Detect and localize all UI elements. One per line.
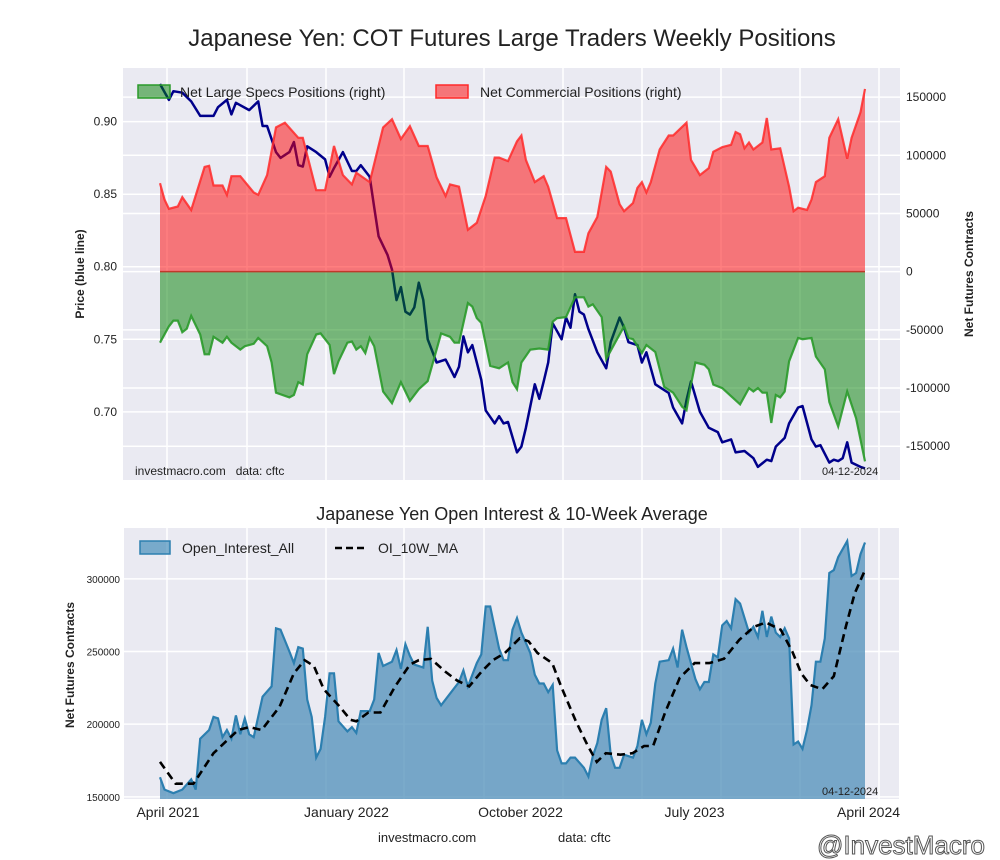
bottom-y-tick-label: 300000 <box>87 575 121 586</box>
watermark: @InvestMacro <box>817 830 986 860</box>
top-right-tick-label: 50000 <box>906 206 940 220</box>
bottom-series <box>158 537 867 799</box>
top-left-tick-label: 0.75 <box>94 332 118 346</box>
commercial-area <box>160 88 865 272</box>
top-left-tick-label: 0.85 <box>94 187 118 201</box>
specs-area <box>160 271 865 462</box>
bottom-x-tick-label: July 2023 <box>665 804 725 820</box>
top-right-tick-label: 150000 <box>906 90 946 104</box>
bottom-legend: Open_Interest_All OI_10W_MA <box>139 540 459 556</box>
commercial-line <box>158 88 867 253</box>
legend-label-ma: OI_10W_MA <box>378 540 459 556</box>
legend-swatch-open-interest <box>139 540 171 555</box>
bottom-x-tick-label: April 2024 <box>837 804 900 820</box>
watermark-text: @InvestMacro <box>817 830 985 860</box>
top-legend: Net Large Specs Positions (right) Net Co… <box>137 84 682 100</box>
legend-label-open-interest: Open_Interest_All <box>182 540 294 556</box>
bottom-y-tick-label: 200000 <box>87 720 121 731</box>
bottom-y-tick-label: 250000 <box>87 648 121 659</box>
ma-10w-line <box>158 569 867 785</box>
top-right-tick-label: 0 <box>906 265 913 279</box>
open-interest-area <box>160 541 865 799</box>
top-right-tick-label: 100000 <box>906 148 946 162</box>
legend-label-commercial: Net Commercial Positions (right) <box>480 84 682 100</box>
top-source-annotation: investmacro.com data: cftc <box>135 464 284 478</box>
top-left-axis-label: Price (blue line) <box>73 229 87 318</box>
legend-swatch-commercial <box>435 84 469 99</box>
legend-label-specs: Net Large Specs Positions (right) <box>180 84 385 100</box>
top-left-tick-label: 0.90 <box>94 115 118 129</box>
bottom-title: Japanese Yen Open Interest & 10-Week Ave… <box>316 504 708 524</box>
top-right-axis-label: Net Futures Contracts <box>962 211 976 337</box>
bottom-axis-ticks: 150000 200000 250000 300000 April 2021 Januar… <box>87 575 901 820</box>
bottom-x-tick-label: April 2021 <box>136 804 199 820</box>
top-right-tick-label: -150000 <box>906 439 950 453</box>
main-title: Japanese Yen: COT Futures Large Traders … <box>188 25 835 52</box>
legend-swatch-specs <box>137 84 171 99</box>
bottom-x-tick-label: January 2022 <box>304 804 389 820</box>
top-right-tick-label: -50000 <box>906 323 944 337</box>
top-right-tick-label: -100000 <box>906 381 950 395</box>
bottom-y-axis-label: Net Futures Contracts <box>63 602 77 728</box>
footer-source: data: cftc <box>558 830 611 845</box>
bottom-date-annotation: 04-12-2024 <box>822 786 878 798</box>
footer-site: investmacro.com <box>378 830 476 845</box>
top-left-tick-label: 0.80 <box>94 260 118 274</box>
top-series <box>158 83 867 470</box>
top-left-tick-label: 0.70 <box>94 405 118 419</box>
open-interest-line <box>158 537 867 795</box>
top-axis-ticks: 0.70 0.75 0.80 0.85 0.90 -150000 -100000 -50000… <box>94 90 951 453</box>
bottom-x-tick-label: October 2022 <box>478 804 563 820</box>
top-date-annotation: 04-12-2024 <box>822 466 878 478</box>
bottom-y-tick-label: 150000 <box>87 793 121 804</box>
specs-line <box>159 296 867 462</box>
